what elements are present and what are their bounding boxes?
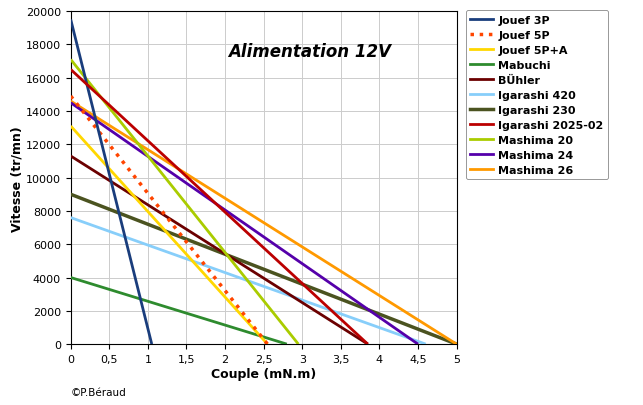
Y-axis label: Vitesse (tr/mn): Vitesse (tr/mn)	[10, 126, 23, 231]
Text: ©P.Béraud: ©P.Béraud	[71, 388, 127, 397]
Legend: Jouef 3P, Jouef 5P, Jouef 5P+A, Mabuchi, BÜhler, Igarashi 420, Igarashi 230, Iga: Jouef 3P, Jouef 5P, Jouef 5P+A, Mabuchi,…	[466, 11, 608, 179]
Text: Alimentation 12V: Alimentation 12V	[228, 43, 392, 61]
X-axis label: Couple (mN.m): Couple (mN.m)	[211, 367, 316, 379]
